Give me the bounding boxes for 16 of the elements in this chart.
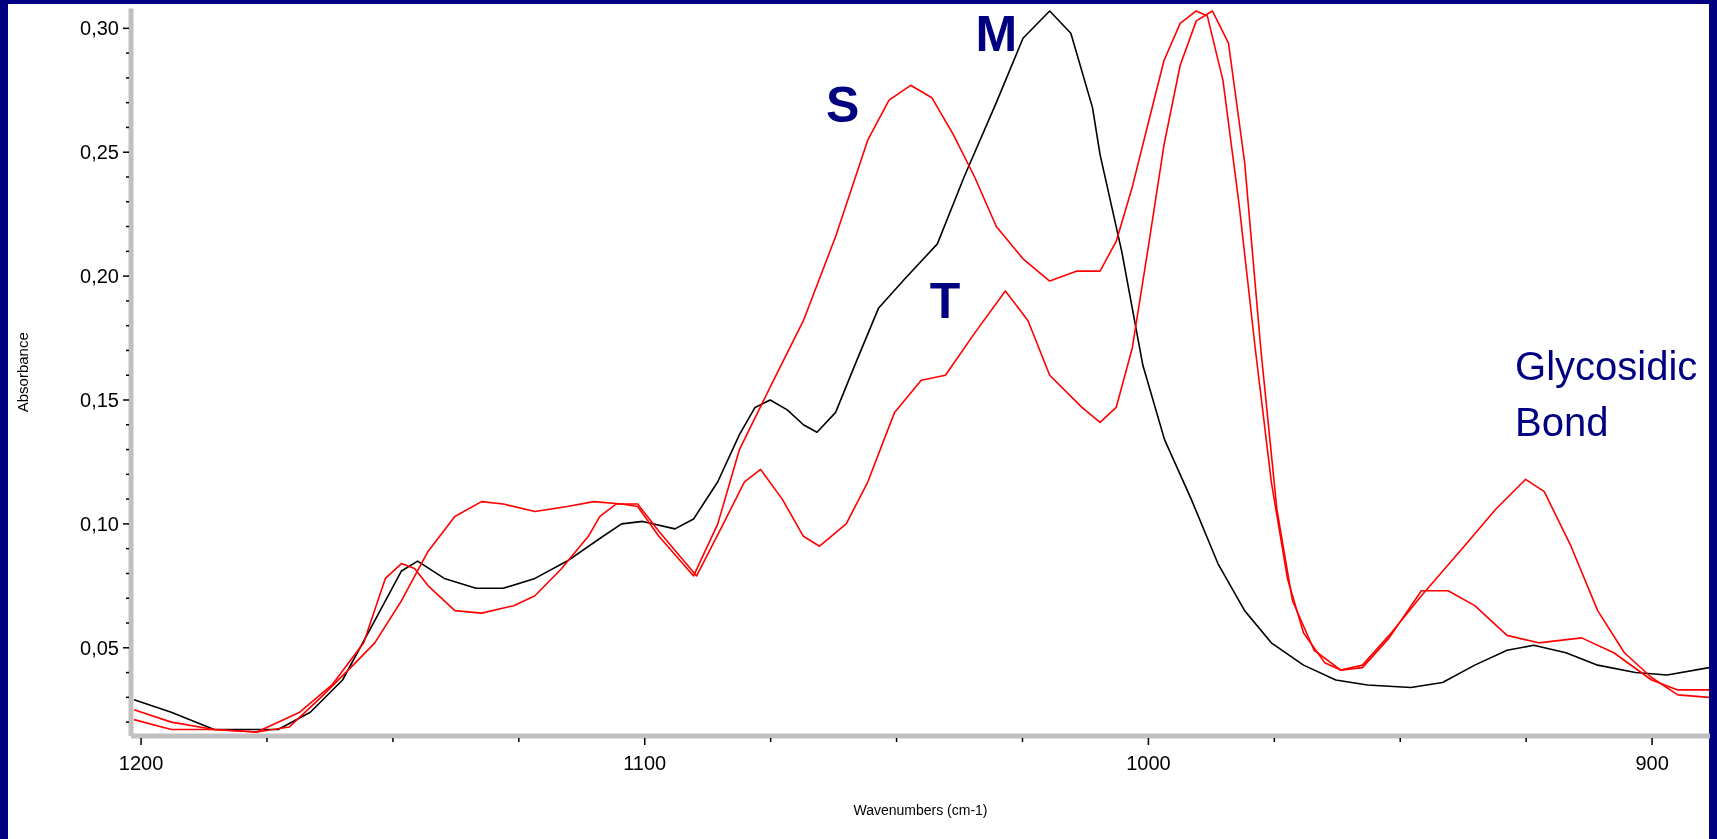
x-axis-title: Wavenumbers (cm-1) bbox=[853, 802, 988, 818]
x-tick-label: 1000 bbox=[1126, 752, 1171, 774]
y-tick-label: 0,30 bbox=[80, 17, 119, 40]
y-axis-title: Absorbance bbox=[14, 332, 31, 413]
y-tick-label: 0,20 bbox=[80, 265, 119, 288]
annotation: Glycosidic Bond bbox=[1515, 343, 1698, 444]
y-tick-label: 0,10 bbox=[80, 512, 119, 535]
series-label: S bbox=[826, 77, 860, 134]
y-tick-label: 0,25 bbox=[80, 141, 119, 164]
series-label: M bbox=[975, 5, 1018, 62]
y-tick-label: 0,05 bbox=[80, 636, 119, 659]
x-tick-label: 900 bbox=[1635, 752, 1669, 774]
y-tick-label: 0,15 bbox=[80, 389, 119, 411]
x-tick-label: 1100 bbox=[623, 752, 667, 774]
x-tick-label: 1200 bbox=[118, 752, 164, 774]
series-label: T bbox=[929, 273, 961, 330]
